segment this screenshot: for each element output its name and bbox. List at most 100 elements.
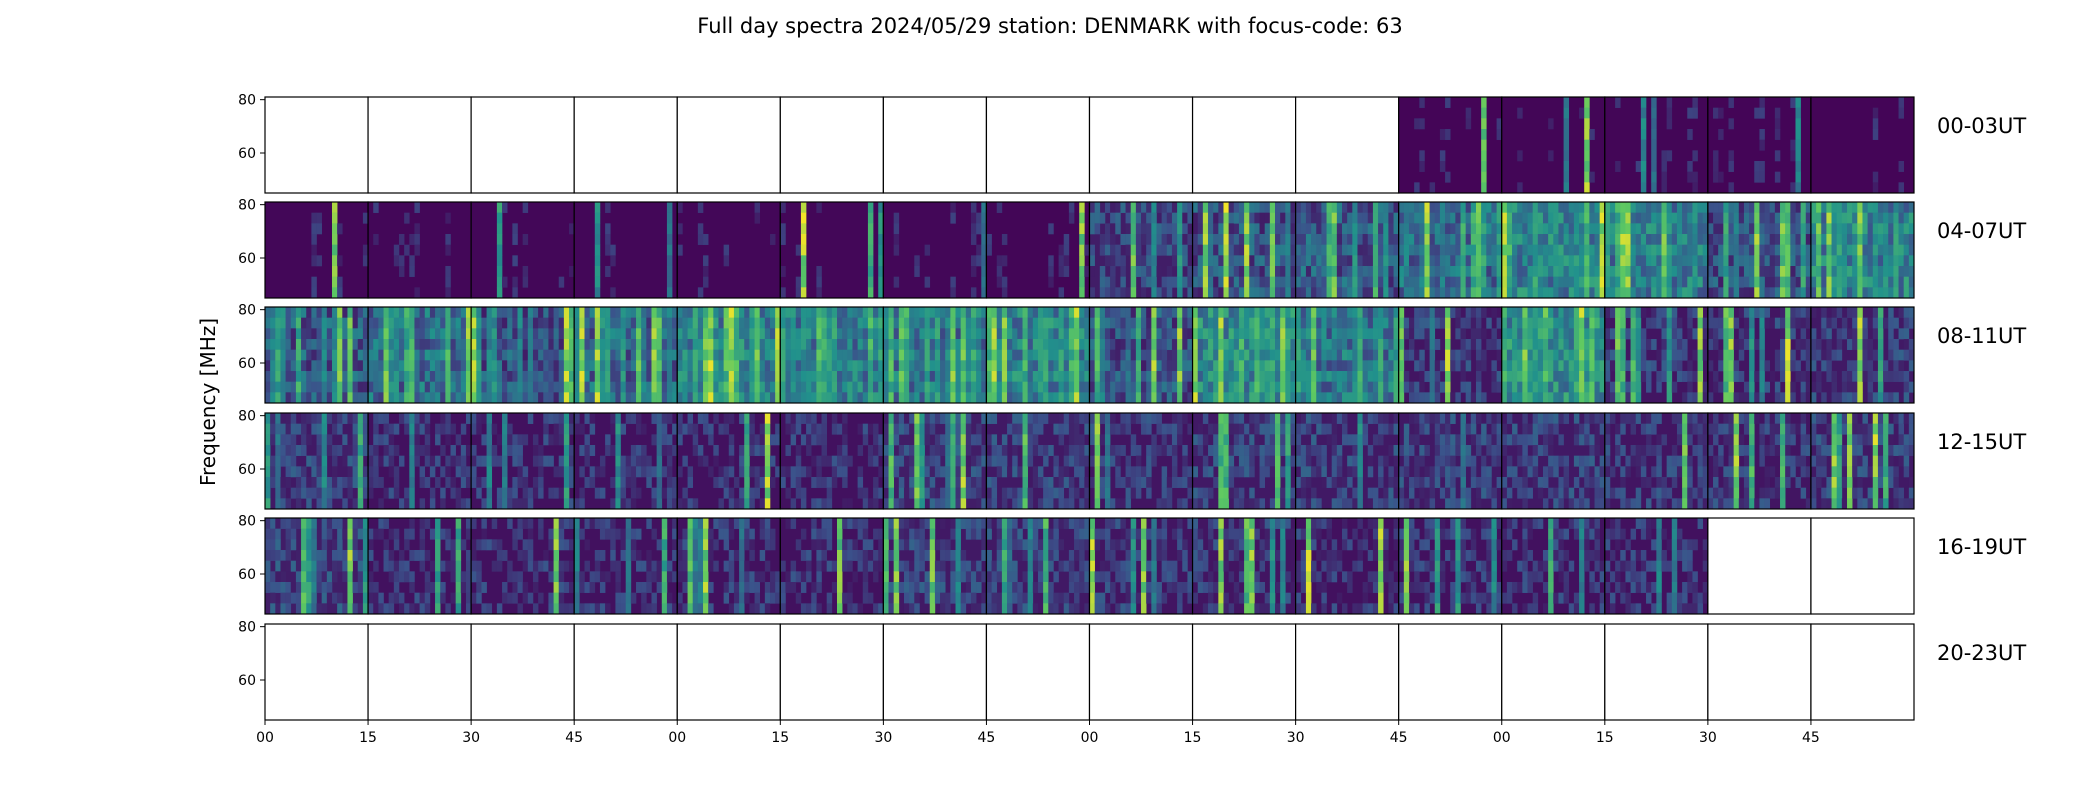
spectrum-cell — [1088, 517, 1194, 615]
y-axis-label: Frequency [MHz] — [196, 318, 220, 486]
spectrum-cell — [676, 96, 781, 194]
spectrum-cell — [1501, 96, 1606, 194]
spectrum-cell — [367, 96, 472, 194]
spectrum-cell — [1398, 96, 1503, 194]
spectrum-cell — [1501, 201, 1606, 299]
y-tick-label: 80 — [238, 620, 256, 636]
spectrum-cell — [264, 306, 369, 404]
spectrum-cell — [882, 412, 988, 510]
spectrum-cell — [1295, 623, 1400, 721]
spectrum-cell — [882, 623, 988, 721]
spectrum-cell — [1604, 517, 1709, 615]
x-tick-label: 00 — [668, 730, 686, 746]
spectrum-cell — [264, 623, 369, 721]
x-tick-label: 45 — [1390, 730, 1408, 746]
spectrum-cell — [367, 623, 472, 721]
spectrum-cell — [1501, 306, 1606, 404]
spectrum-cell — [573, 306, 678, 404]
x-tick-label: 45 — [1802, 730, 1820, 746]
x-tick-label: 30 — [874, 730, 892, 746]
spectrum-cell — [1604, 201, 1709, 299]
spectrum-cell — [1398, 306, 1503, 404]
x-tick-label: 00 — [1493, 730, 1511, 746]
row-12-15UT: 60 80 12-15UT — [238, 409, 2026, 510]
spectrum-cell — [573, 517, 678, 615]
spectrum-cell — [1810, 201, 1915, 299]
row-00-03UT: 60 80 00-03UT — [238, 93, 2026, 194]
spectrum-cell — [1604, 306, 1709, 404]
y-tick-label: 80 — [238, 409, 256, 425]
spectrum-cell — [882, 96, 988, 194]
spectrum-cell — [264, 96, 369, 194]
y-tick-label: 60 — [238, 567, 256, 583]
spectrum-cell — [779, 306, 884, 404]
spectrum-cell — [1501, 412, 1606, 510]
spectrum-cell — [1707, 201, 1812, 299]
spectrum-cell — [1810, 517, 1915, 615]
spectrum-cell — [1088, 201, 1194, 299]
x-tick-label: 15 — [1596, 730, 1614, 746]
spectrum-cell — [1088, 623, 1194, 721]
spectrum-cell — [1810, 623, 1915, 721]
x-tick-label: 15 — [1184, 730, 1202, 746]
spectrum-cell — [367, 306, 472, 404]
spectrum-cell — [882, 201, 988, 299]
row-label: 16-19UT — [1937, 535, 2026, 559]
row-label: 20-23UT — [1937, 641, 2026, 665]
x-tick-label: 30 — [1287, 730, 1305, 746]
spectrum-cell — [1707, 306, 1812, 404]
spectrum-cell — [1604, 96, 1709, 194]
spectrum-cell — [1191, 517, 1297, 615]
spectrum-cell — [1191, 623, 1297, 721]
spectrum-cell — [985, 201, 1091, 299]
spectrum-cell — [1604, 412, 1709, 510]
spectrum-cell — [470, 201, 575, 299]
spectrum-cell — [676, 306, 781, 404]
spectrum-cell — [264, 517, 369, 615]
spectrum-cell — [1707, 623, 1812, 721]
x-tick-label: 15 — [771, 730, 789, 746]
spectrum-cell — [676, 201, 781, 299]
spectrum-cell — [985, 412, 1091, 510]
x-tick-label: 30 — [1699, 730, 1717, 746]
row-08-11UT: 60 80 08-11UT — [238, 303, 2026, 404]
y-tick-label: 80 — [238, 93, 256, 109]
spectrum-cell — [1398, 623, 1503, 721]
spectrum-cell — [1501, 623, 1606, 721]
spectrum-cell — [1810, 96, 1915, 194]
x-axis: 00 15 30 45 00 15 30 45 00 15 30 45 00 15 30 45 — [256, 720, 1820, 746]
spectrum-cell — [882, 517, 988, 615]
spectrum-cell — [1810, 306, 1915, 404]
spectrum-cell — [573, 623, 678, 721]
y-tick-label: 60 — [238, 146, 256, 162]
spectrum-cell — [985, 517, 1091, 615]
spectrum-cell — [1191, 306, 1297, 404]
spectrum-cell — [573, 412, 678, 510]
spectrum-cell — [676, 623, 781, 721]
spectrum-cell — [779, 517, 884, 615]
spectrum-cell — [1295, 517, 1400, 615]
spectrum-cell — [470, 623, 575, 721]
spectrum-cell — [985, 96, 1091, 194]
row-04-07UT: 60 80 04-07UT — [238, 198, 2026, 299]
x-tick-label: 45 — [565, 730, 583, 746]
spectrum-cell — [1398, 517, 1503, 615]
y-tick-label: 60 — [238, 462, 256, 478]
y-tick-label: 60 — [238, 356, 256, 372]
row-label: 00-03UT — [1937, 114, 2026, 138]
spectrum-cell — [1398, 201, 1503, 299]
spectrum-cell — [367, 201, 472, 299]
row-20-23UT: 60 80 20-23UT — [238, 620, 2026, 721]
chart-title: Full day spectra 2024/05/29 station: DEN… — [697, 14, 1402, 38]
y-tick-label: 60 — [238, 673, 256, 689]
spectrum-cell — [985, 306, 1091, 404]
spectrum-cell — [1295, 306, 1400, 404]
spectrum-cell — [1295, 412, 1400, 510]
spectrum-cell — [367, 517, 472, 615]
spectrum-cell — [1191, 412, 1297, 510]
spectrum-cell — [779, 96, 884, 194]
row-label: 12-15UT — [1937, 430, 2026, 454]
spectrum-cell — [985, 623, 1091, 721]
spectrum-cell — [1295, 96, 1400, 194]
